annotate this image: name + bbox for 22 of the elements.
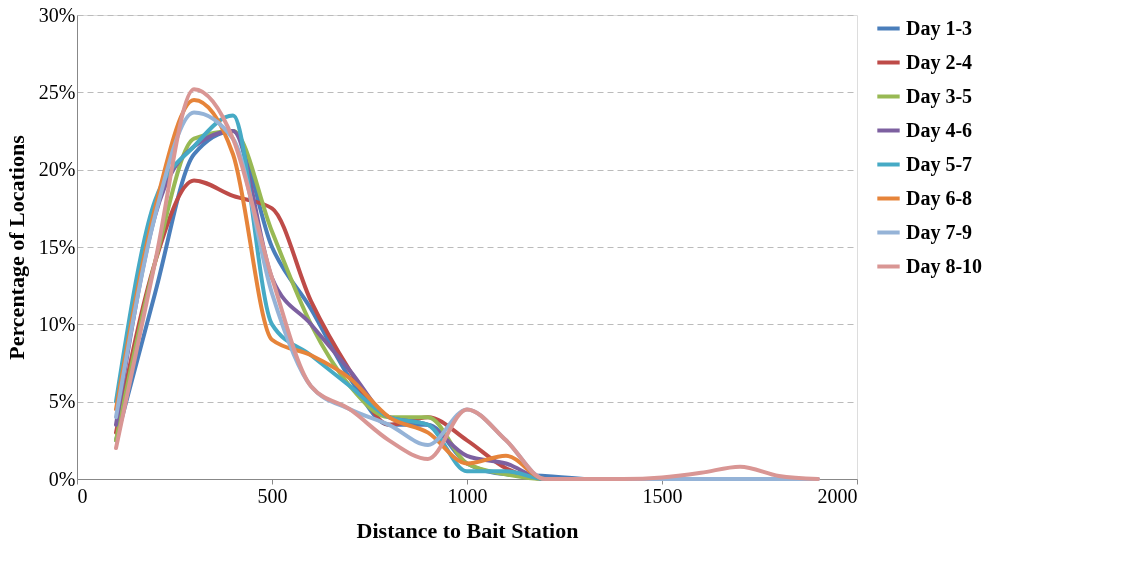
x-tick-label: 0 (77, 484, 88, 507)
y-tick-label: 5% (48, 390, 76, 413)
legend-label: Day 3-5 (906, 84, 973, 108)
legend-label: Day 8-10 (906, 254, 983, 278)
legend-label: Day 6-8 (906, 186, 973, 210)
y-tick-label: 20% (38, 158, 76, 181)
y-axis-title: Percentage of Locations (3, 134, 29, 360)
legend-label: Day 1-3 (906, 16, 973, 40)
x-tick-label: 1000 (447, 484, 488, 507)
legend-label: Day 7-9 (906, 220, 973, 244)
x-tick-label: 1500 (642, 484, 683, 507)
y-tick-label: 10% (38, 312, 76, 335)
y-tick-label: 25% (38, 80, 76, 103)
legend-label: Day 4-6 (906, 118, 973, 142)
y-tick-label: 15% (38, 235, 76, 258)
x-tick-label: 2000 (817, 484, 858, 507)
legend-label: Day 2-4 (906, 50, 973, 74)
y-tick-label: 0% (48, 467, 76, 490)
x-tick-label: 500 (257, 484, 288, 507)
legend-label: Day 5-7 (906, 152, 973, 176)
x-axis-title: Distance to Bait Station (356, 517, 579, 543)
y-tick-label: 30% (38, 3, 76, 26)
